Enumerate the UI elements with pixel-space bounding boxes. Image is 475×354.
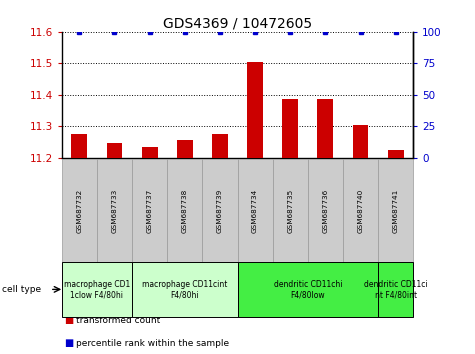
Bar xyxy=(282,99,298,158)
Text: GSM687733: GSM687733 xyxy=(112,188,117,233)
Text: GSM687741: GSM687741 xyxy=(393,188,399,233)
Bar xyxy=(388,150,404,158)
Text: GSM687738: GSM687738 xyxy=(182,188,188,233)
Text: GSM687739: GSM687739 xyxy=(217,188,223,233)
Text: GSM687734: GSM687734 xyxy=(252,188,258,233)
Bar xyxy=(317,99,333,158)
Text: GSM687735: GSM687735 xyxy=(287,188,293,233)
Text: cell type: cell type xyxy=(2,285,41,294)
Title: GDS4369 / 10472605: GDS4369 / 10472605 xyxy=(163,17,312,31)
Text: ■: ■ xyxy=(64,338,73,348)
Text: macrophage CD11cint
F4/80hi: macrophage CD11cint F4/80hi xyxy=(142,280,228,299)
Bar xyxy=(106,143,123,158)
Text: dendritic CD11ci
nt F4/80int: dendritic CD11ci nt F4/80int xyxy=(364,280,428,299)
Text: ■: ■ xyxy=(64,315,73,325)
Bar xyxy=(212,134,228,158)
Text: percentile rank within the sample: percentile rank within the sample xyxy=(76,339,229,348)
Bar xyxy=(71,134,87,158)
Text: GSM687737: GSM687737 xyxy=(147,188,152,233)
Bar xyxy=(177,140,193,158)
Text: dendritic CD11chi
F4/80low: dendritic CD11chi F4/80low xyxy=(274,280,342,299)
Bar xyxy=(247,62,263,158)
Text: GSM687740: GSM687740 xyxy=(358,188,363,233)
Text: GSM687732: GSM687732 xyxy=(76,188,82,233)
Bar xyxy=(352,125,369,158)
Bar xyxy=(142,147,158,158)
Text: macrophage CD1
1clow F4/80hi: macrophage CD1 1clow F4/80hi xyxy=(64,280,130,299)
Text: GSM687736: GSM687736 xyxy=(323,188,328,233)
Text: transformed count: transformed count xyxy=(76,316,160,325)
